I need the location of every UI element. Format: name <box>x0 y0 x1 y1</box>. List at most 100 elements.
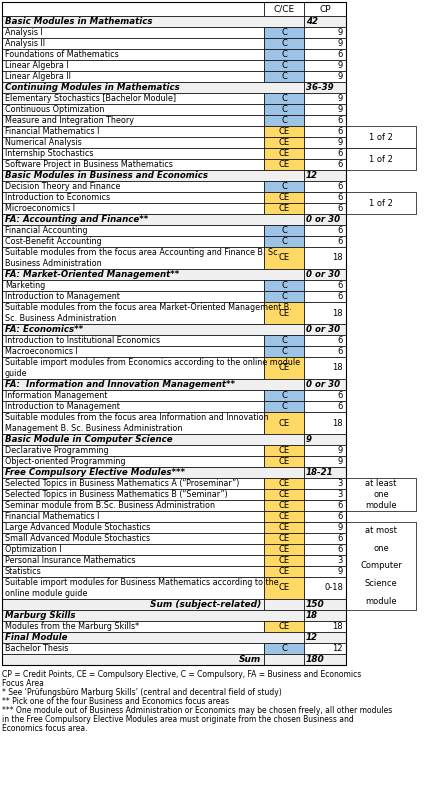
Bar <box>304 2 346 16</box>
Bar <box>346 82 416 93</box>
Bar <box>304 16 346 27</box>
Text: guide: guide <box>5 369 27 378</box>
Text: CE: CE <box>279 583 290 593</box>
Text: Modules from the Marburg Skills*: Modules from the Marburg Skills* <box>5 622 139 631</box>
Text: CE: CE <box>279 363 290 373</box>
Bar <box>264 533 304 544</box>
Text: FA: Market-Oriented Management**: FA: Market-Oriented Management** <box>5 270 179 279</box>
Bar <box>264 577 304 599</box>
Bar <box>304 500 346 511</box>
Bar <box>346 379 416 390</box>
Bar <box>2 610 304 621</box>
Bar <box>2 27 264 38</box>
Text: 3: 3 <box>338 490 343 499</box>
Text: 18: 18 <box>306 611 318 620</box>
Bar <box>304 544 346 555</box>
Bar <box>264 390 304 401</box>
Bar <box>264 203 304 214</box>
Text: Science: Science <box>365 579 397 588</box>
Bar <box>2 126 264 137</box>
Text: CE: CE <box>279 138 290 147</box>
Text: Introduction to Management: Introduction to Management <box>5 402 120 411</box>
Text: C: C <box>281 226 287 235</box>
Text: 9: 9 <box>338 567 343 576</box>
Text: CE: CE <box>279 204 290 213</box>
Bar <box>2 467 304 478</box>
Bar <box>2 60 264 71</box>
Text: one: one <box>373 544 389 553</box>
Bar <box>346 2 416 16</box>
Bar <box>304 225 346 236</box>
Bar <box>2 566 264 577</box>
Bar <box>264 280 304 291</box>
Bar <box>346 357 416 379</box>
Text: CE: CE <box>279 556 290 565</box>
Bar <box>304 170 346 181</box>
Bar <box>304 522 346 533</box>
Text: at most: at most <box>365 526 397 535</box>
Text: Sum: Sum <box>239 655 261 664</box>
Bar <box>304 82 346 93</box>
Bar <box>346 599 416 610</box>
Bar <box>2 225 264 236</box>
Text: 12: 12 <box>306 633 318 642</box>
Bar <box>2 522 264 533</box>
Bar <box>304 412 346 434</box>
Text: Suitable modules from the focus area Accounting and Finance B. Sc.: Suitable modules from the focus area Acc… <box>5 248 280 257</box>
Text: Marketing: Marketing <box>5 281 45 290</box>
Text: 42: 42 <box>306 17 318 26</box>
Bar <box>264 522 304 533</box>
Bar <box>346 401 416 412</box>
Text: 6: 6 <box>338 182 343 191</box>
Text: Basic Modules in Mathematics: Basic Modules in Mathematics <box>5 17 152 26</box>
Text: in the Free Compulsory Elective Modules area must originate from the chosen Busi: in the Free Compulsory Elective Modules … <box>2 715 354 724</box>
Text: Financial Accounting: Financial Accounting <box>5 226 87 235</box>
Text: Suitable modules from the focus area Information and Innovation: Suitable modules from the focus area Inf… <box>5 413 269 422</box>
Text: Basic Module in Computer Science: Basic Module in Computer Science <box>5 435 172 444</box>
Text: CE: CE <box>279 622 290 631</box>
Text: 9: 9 <box>338 72 343 81</box>
Bar <box>304 203 346 214</box>
Text: module: module <box>365 597 397 606</box>
Text: 12: 12 <box>306 171 318 180</box>
Bar <box>304 49 346 60</box>
Bar <box>2 489 264 500</box>
Text: Business Administration: Business Administration <box>5 259 101 268</box>
Bar <box>346 126 416 137</box>
Bar <box>264 566 304 577</box>
Text: 9: 9 <box>338 28 343 37</box>
Bar <box>2 346 264 357</box>
Text: Small Advanced Module Stochastics: Small Advanced Module Stochastics <box>5 534 150 543</box>
Bar <box>304 60 346 71</box>
Text: * See ‘Prüfungsbüro Marburg Skills’ (central and decentral field of study): * See ‘Prüfungsbüro Marburg Skills’ (cen… <box>2 688 282 697</box>
Text: 9: 9 <box>338 523 343 532</box>
Text: Linear Algebra I: Linear Algebra I <box>5 61 68 70</box>
Text: 6: 6 <box>338 402 343 411</box>
Text: Introduction to Management: Introduction to Management <box>5 292 120 301</box>
Bar <box>304 379 346 390</box>
Text: CE: CE <box>279 501 290 510</box>
Bar <box>2 214 304 225</box>
Bar <box>346 181 416 192</box>
Text: Suitable import modules for Business Mathematics according to the: Suitable import modules for Business Mat… <box>5 578 279 587</box>
Text: 0 or 30: 0 or 30 <box>306 380 340 389</box>
Bar <box>2 16 304 27</box>
Text: CE: CE <box>279 545 290 554</box>
Bar <box>304 269 346 280</box>
Text: C: C <box>281 116 287 125</box>
Bar <box>346 445 416 456</box>
Text: 0 or 30: 0 or 30 <box>306 325 340 334</box>
Text: 6: 6 <box>338 512 343 521</box>
Text: module: module <box>365 501 397 510</box>
Text: Introduction to Economics: Introduction to Economics <box>5 193 110 202</box>
Text: C: C <box>281 105 287 114</box>
Text: CE: CE <box>279 457 290 466</box>
Bar <box>346 478 416 511</box>
Bar <box>304 610 346 621</box>
Text: Management B. Sc. Business Administration: Management B. Sc. Business Administratio… <box>5 424 182 433</box>
Bar <box>2 236 264 247</box>
Bar <box>2 621 264 632</box>
Bar <box>2 401 264 412</box>
Text: *** One module out of Business Administration or Economics may be chosen freely,: *** One module out of Business Administr… <box>2 706 392 715</box>
Text: 6: 6 <box>338 292 343 301</box>
